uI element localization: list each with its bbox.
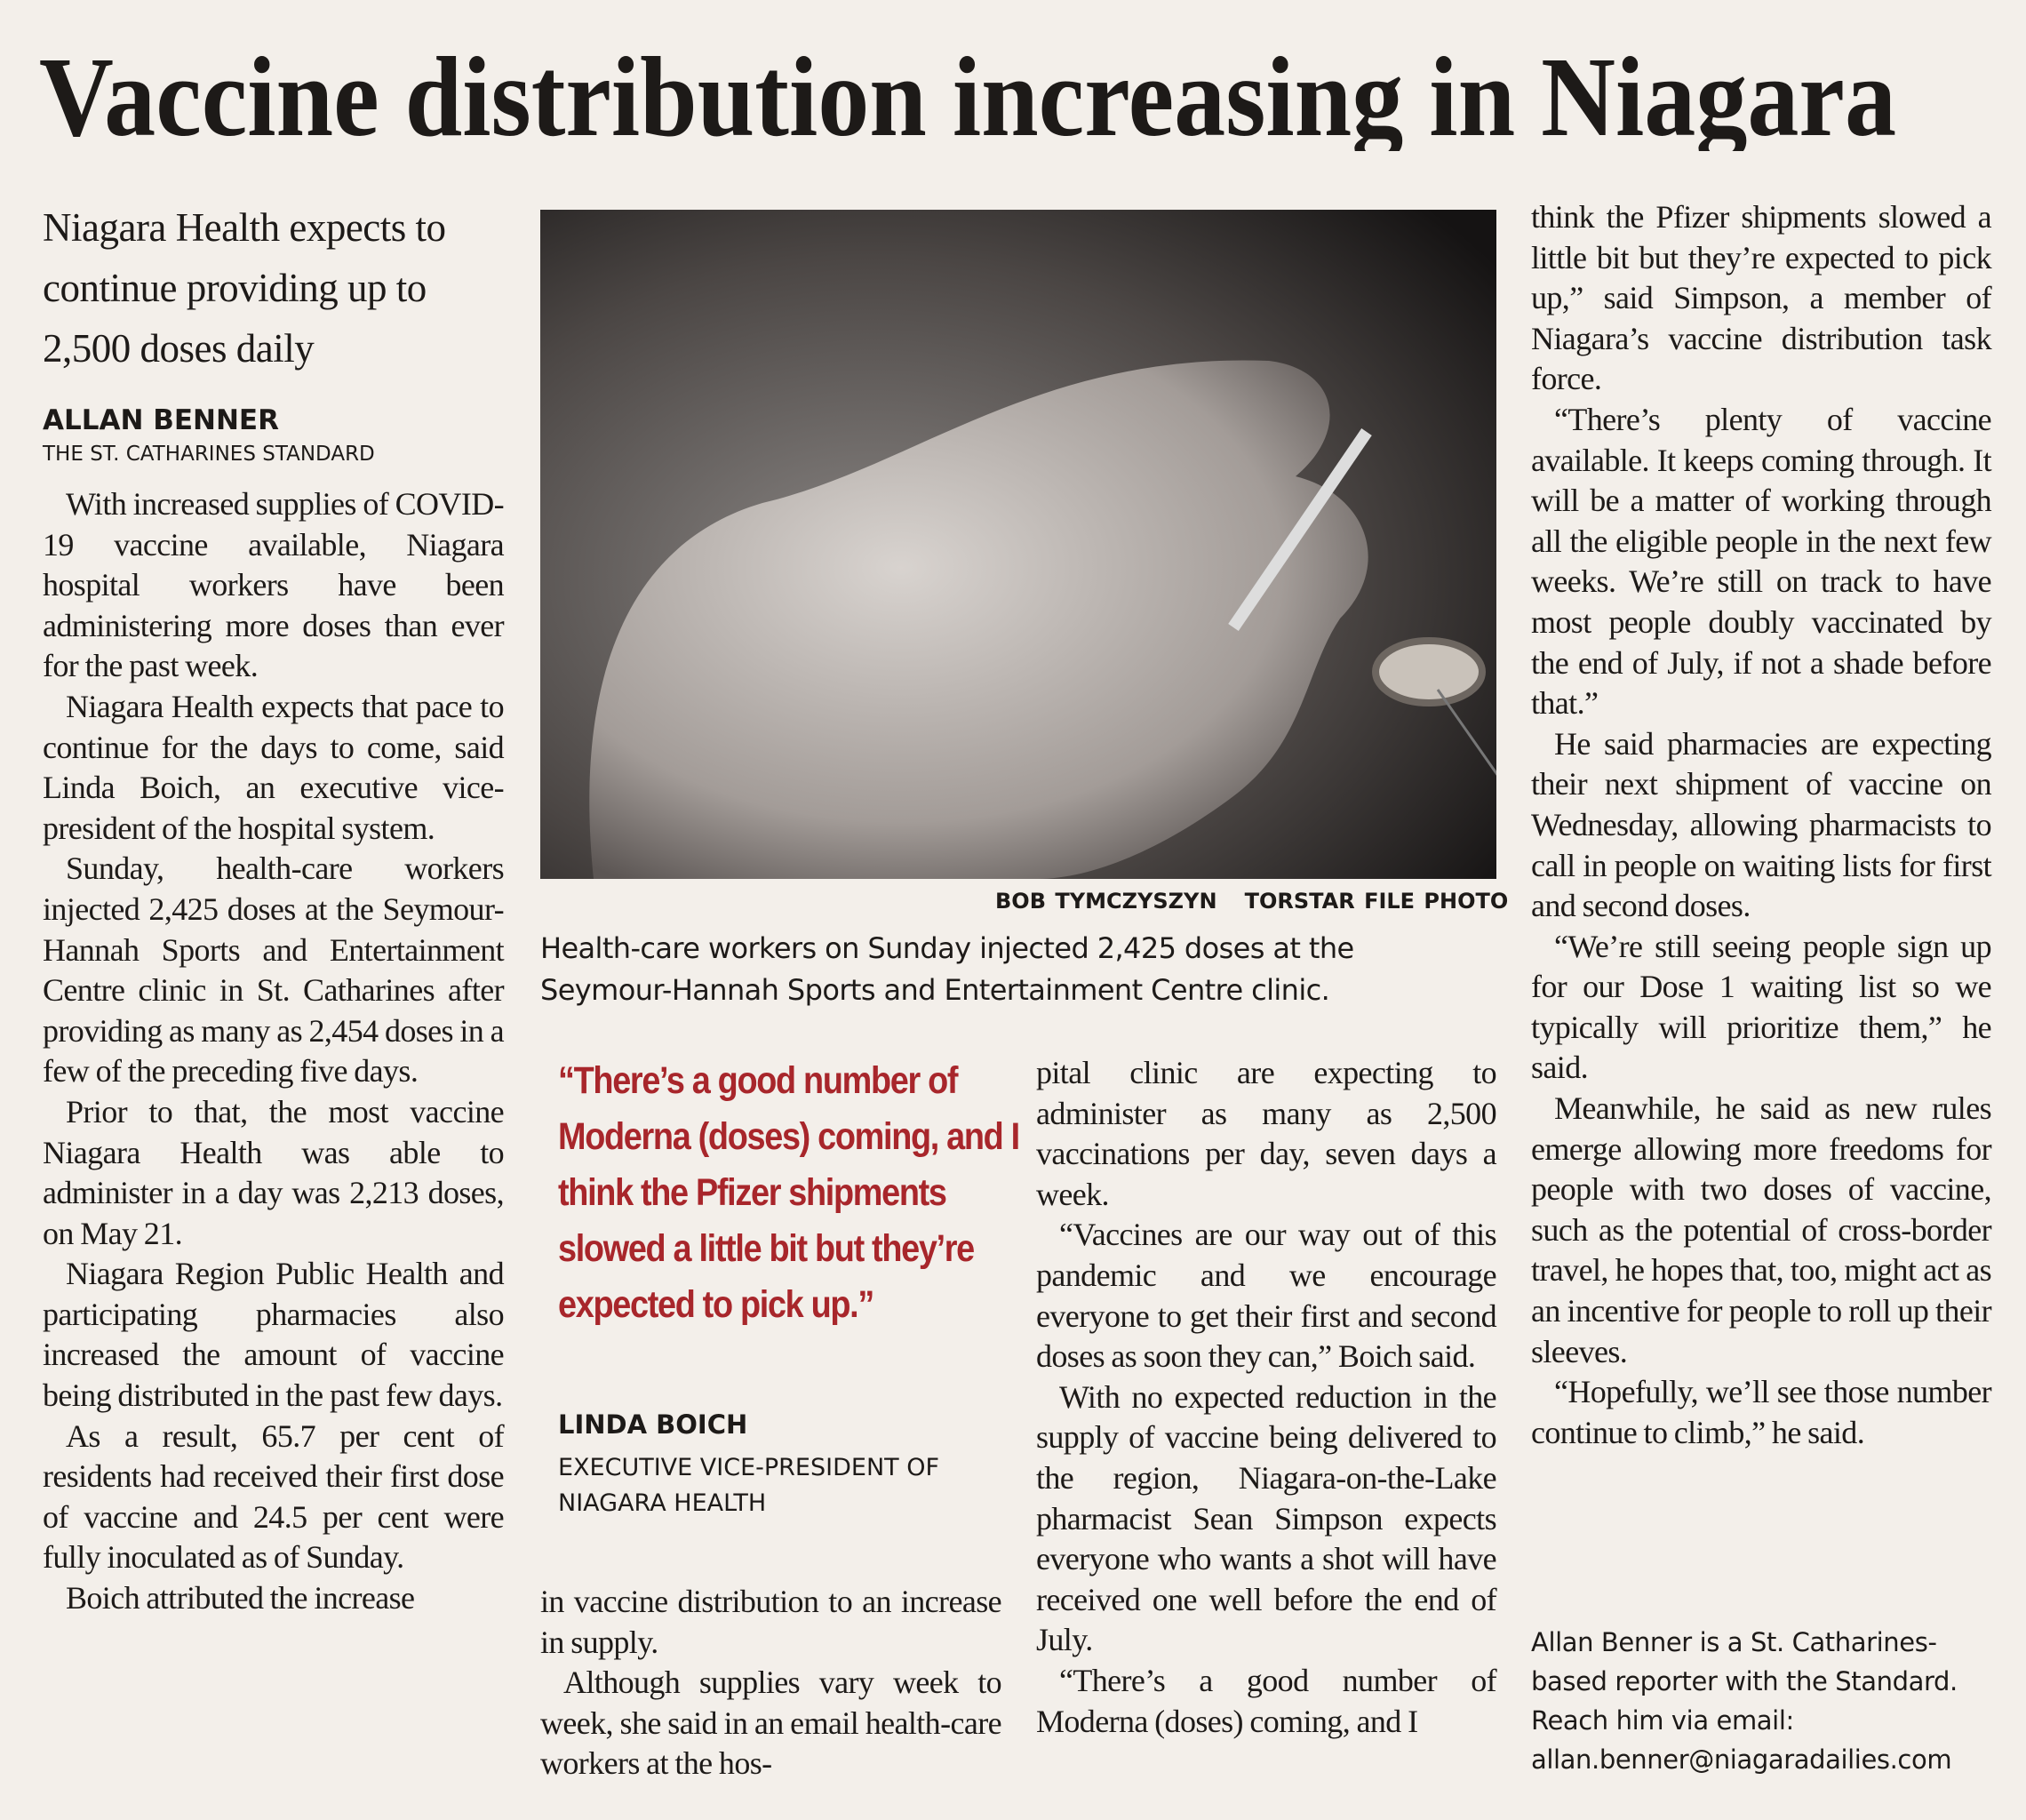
column-2: in vaccine distribution to an increase i… (540, 1582, 1002, 1784)
paragraph: think the Pfizer shipments slowed a litt… (1531, 199, 1992, 397)
photo-credit: BOB TYMCZYSZYN TORSTAR FILE PHOTO (995, 889, 1508, 914)
byline-author: ALLAN BENNER (43, 404, 279, 436)
headline: Vaccine distribution increasing in Niaga… (39, 36, 1896, 151)
paragraph: Prior to that, the most vaccine Niagara … (43, 1093, 505, 1251)
headline-box: Vaccine distribution increasing in Niaga… (39, 36, 1896, 151)
author-note: Allan Benner is a St. Catharines-based r… (1531, 1627, 1958, 1775)
photo (540, 210, 1496, 879)
paragraph: Niagara Health expects that pace to cont… (43, 688, 505, 846)
paragraph: “Vaccines are our way out of this pandem… (1036, 1217, 1497, 1375)
pull-quote-title: EXECUTIVE VICE-PRESIDENT OF NIAGARA HEAL… (558, 1454, 939, 1517)
column-3: pital clinic are expecting to administer… (1036, 1053, 1497, 1742)
paragraph: Meanwhile, he said as new rules emerge a… (1531, 1090, 1992, 1369)
paragraph: in vaccine distribution to an increase i… (540, 1584, 1002, 1660)
paragraph: With increased supplies of COVID-19 vacc… (43, 486, 505, 684)
column-1: With increased supplies of COVID-19 vacc… (43, 484, 505, 1619)
paragraph: “Hopefully, we’ll see those number conti… (1531, 1374, 1992, 1450)
column-4: think the Pfizer shipments slowed a litt… (1531, 197, 1992, 1453)
photo-syringe (1228, 428, 1372, 631)
paragraph: As a result, 65.7 per cent of residents … (43, 1417, 505, 1576)
byline-publication: THE ST. CATHARINES STANDARD (43, 443, 375, 466)
photo-credit-name: BOB TYMCZYSZYN (995, 889, 1217, 914)
paragraph: “We’re still seeing people sign up for o… (1531, 928, 1992, 1086)
paragraph: “There’s a good number of Moderna (doses… (1036, 1662, 1497, 1739)
paragraph: He said pharmacies are expecting their n… (1531, 725, 1992, 924)
photo-caption: Health-care workers on Sunday injected 2… (540, 931, 1354, 1007)
paragraph: Sunday, health-care workers injected 2,4… (43, 850, 505, 1090)
pull-quote-name: LINDA BOICH (558, 1409, 748, 1440)
photo-vial (1372, 637, 1486, 706)
subheadline: Niagara Health expects to continue provi… (43, 205, 446, 371)
paragraph: Boich attributed the increase (66, 1580, 415, 1616)
photo-hand (589, 360, 1368, 879)
paragraph: pital clinic are expecting to administer… (1036, 1055, 1497, 1212)
paragraph: Although supplies vary week to week, she… (540, 1664, 1002, 1782)
photo-credit-source: TORSTAR FILE PHOTO (1244, 889, 1509, 914)
paragraph: With no expected reduction in the supply… (1036, 1378, 1497, 1658)
pull-quote: “There’s a good number of Moderna (doses… (558, 1059, 1020, 1326)
paragraph: “There’s plenty of vaccine available. It… (1531, 401, 1992, 722)
paragraph: Niagara Region Public Health and partici… (43, 1256, 505, 1414)
